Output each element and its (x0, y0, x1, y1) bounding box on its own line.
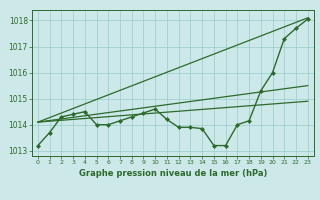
X-axis label: Graphe pression niveau de la mer (hPa): Graphe pression niveau de la mer (hPa) (79, 169, 267, 178)
